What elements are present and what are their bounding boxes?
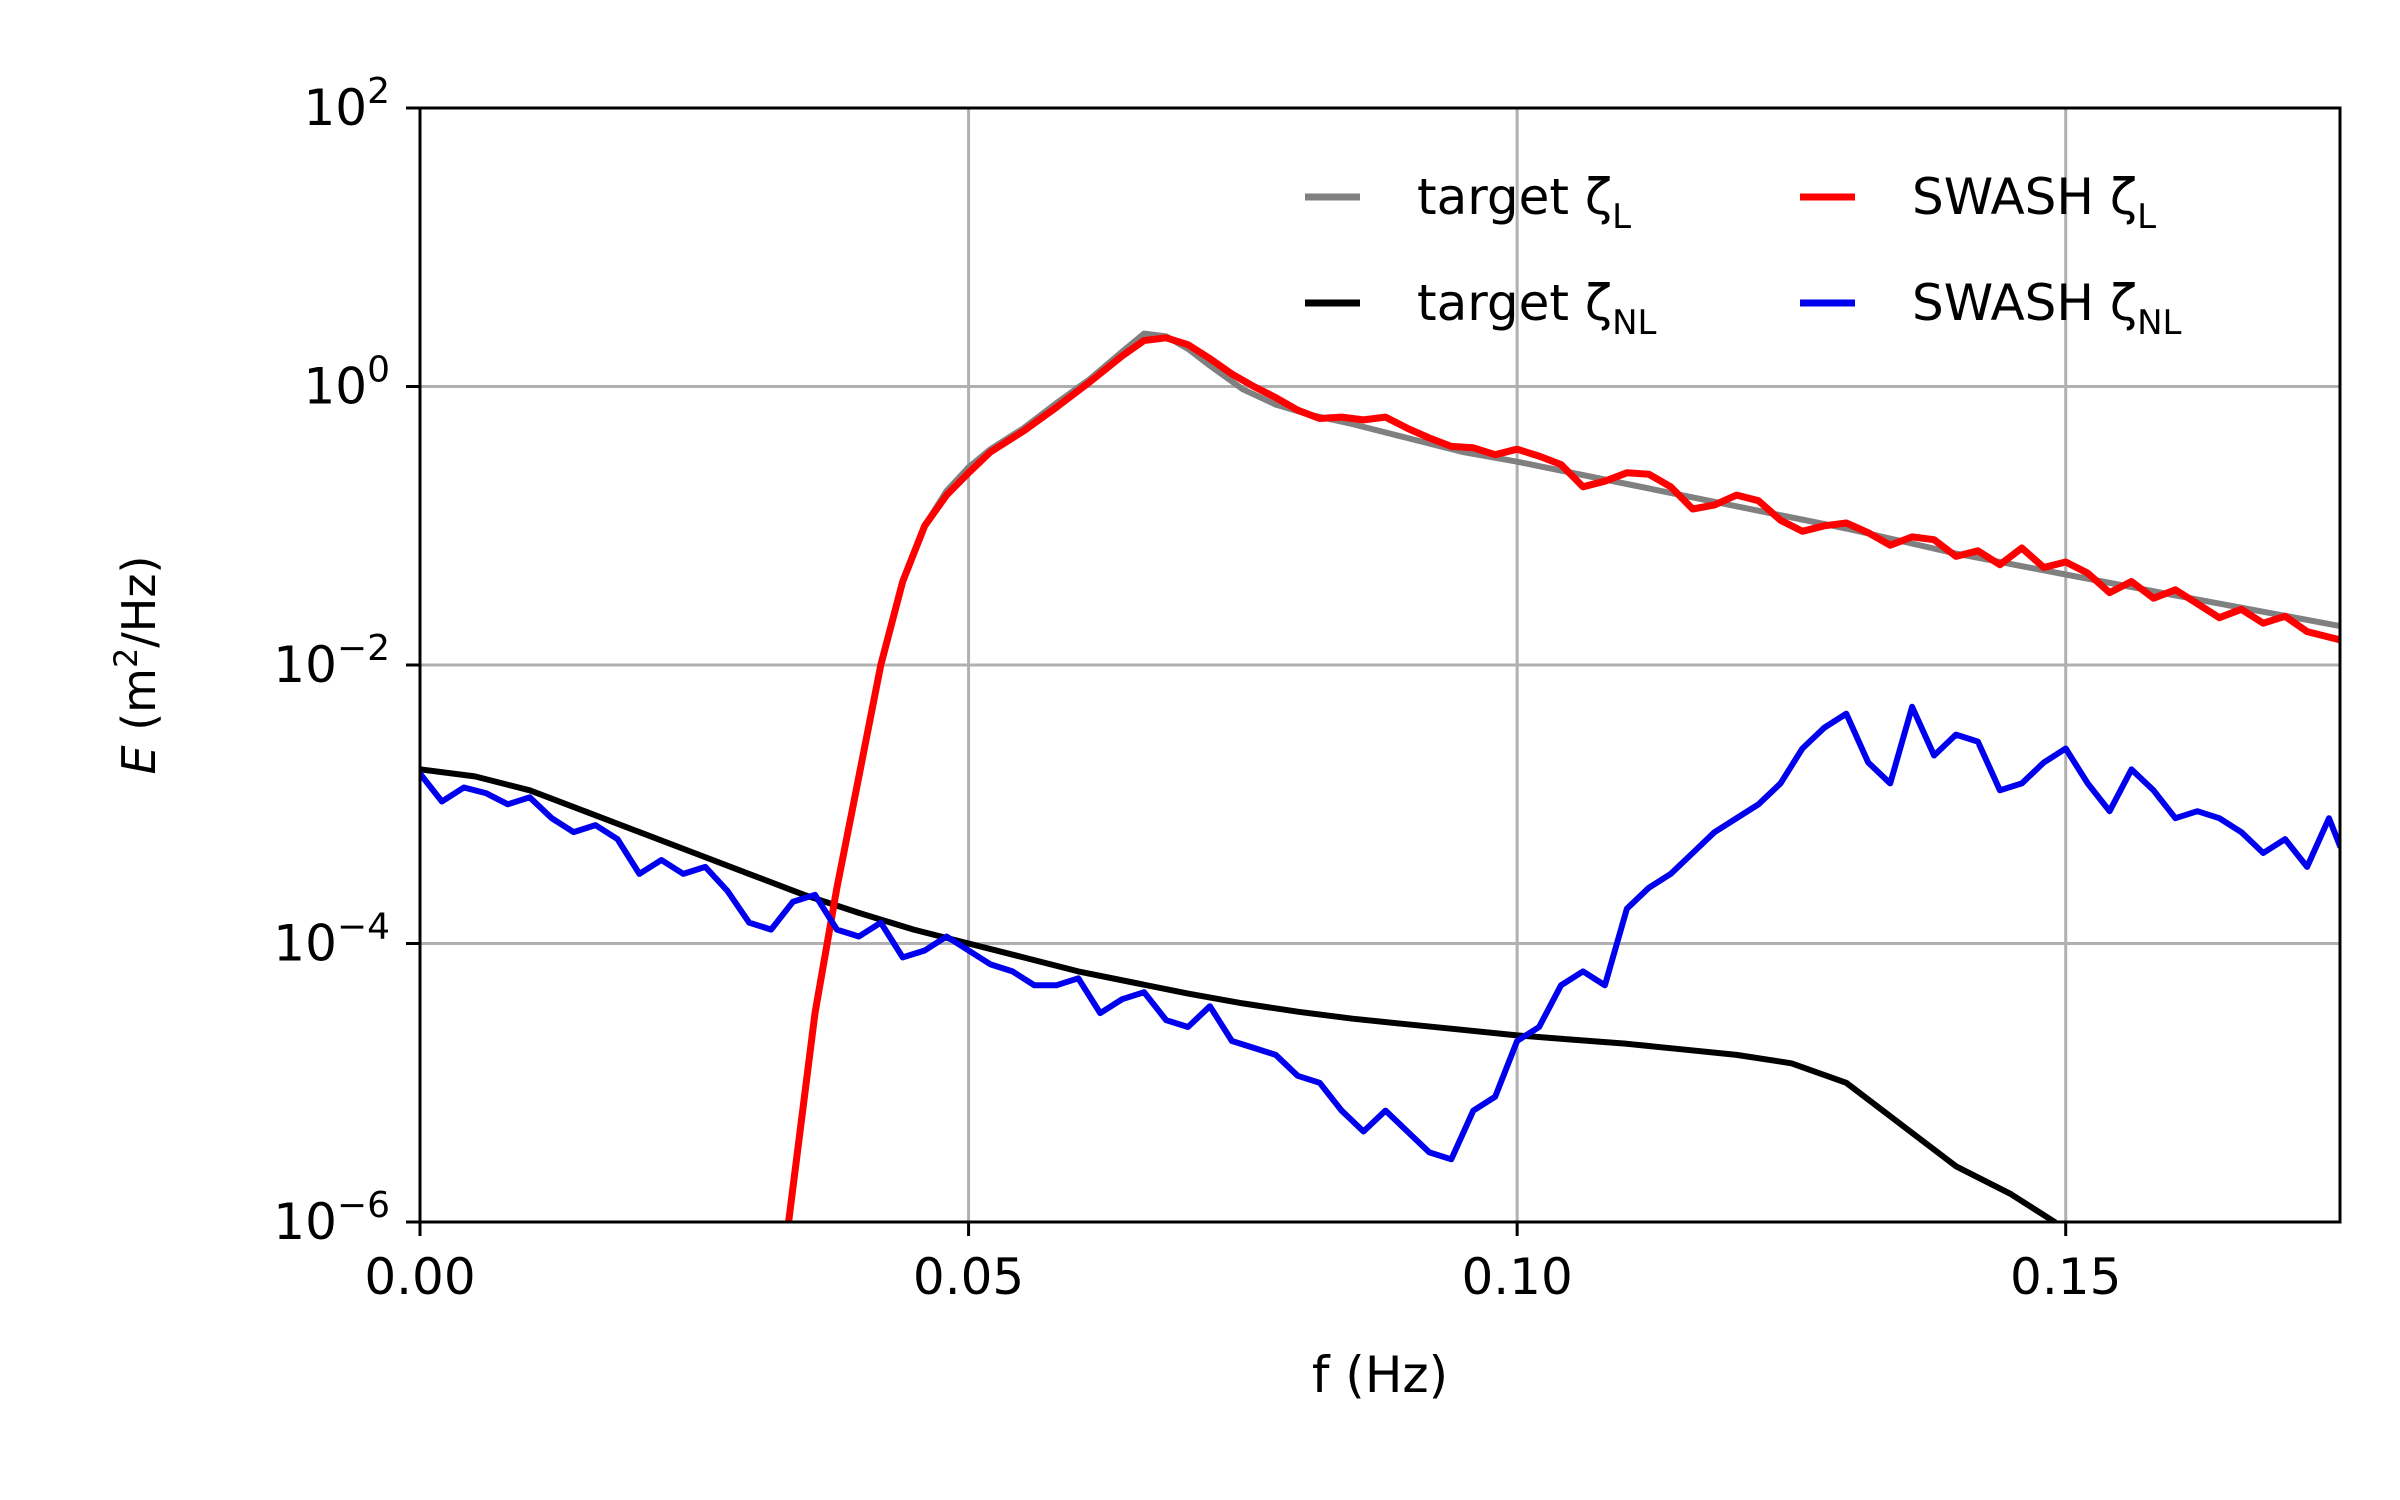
x-tick-label: 0.00 (364, 1248, 475, 1306)
y-tick-label: 102 (303, 71, 390, 137)
axis-ticks: 0.00 0.05 0.10 0.15 102 100 10−2 10−4 10−6 (273, 71, 2121, 1306)
series-layer (420, 330, 2340, 1222)
y-tick-label: 10−6 (273, 1185, 390, 1251)
series-line-swash-nl (420, 703, 2340, 1163)
legend-label: target ζNL (1417, 274, 1657, 343)
grid-lines (420, 108, 2340, 1222)
y-axis-label: E (m2/Hz) (107, 555, 166, 774)
x-axis-label: f (Hz) (1312, 1346, 1448, 1404)
y-tick-label: 100 (303, 350, 390, 416)
legend-label: SWASH ζNL (1912, 274, 2182, 343)
x-tick-label: 0.15 (2010, 1248, 2121, 1306)
y-tick-label: 10−4 (273, 907, 390, 973)
legend-label: SWASH ζL (1912, 168, 2156, 237)
y-tick-label: 10−2 (273, 628, 390, 694)
legend: target ζL target ζNL SWASH ζL SWASH ζNL (1305, 168, 2182, 343)
series-line-swash-l (785, 334, 2340, 1222)
series-line-target-nl (420, 766, 2058, 1222)
x-tick-label: 0.05 (913, 1248, 1024, 1306)
legend-label: target ζL (1417, 168, 1631, 237)
x-tick-label: 0.10 (1461, 1248, 1572, 1306)
